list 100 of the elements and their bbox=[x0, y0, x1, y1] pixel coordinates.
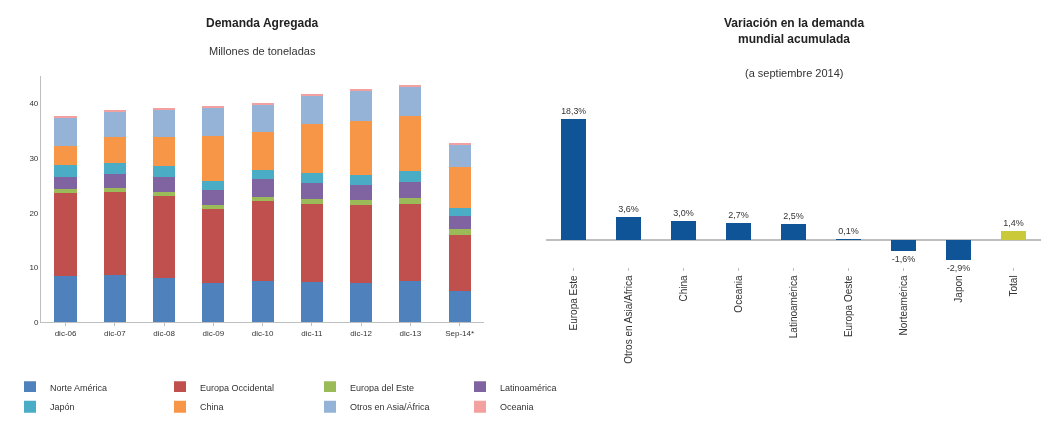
legend-label: Japón bbox=[50, 402, 75, 413]
bar bbox=[251, 103, 274, 106]
legend-label: Oceania bbox=[500, 402, 534, 413]
data-label: 3,0% bbox=[673, 207, 694, 218]
x-tick-label: dic-07 bbox=[103, 328, 127, 338]
bar bbox=[152, 196, 176, 279]
bar bbox=[350, 205, 373, 283]
bar bbox=[891, 240, 916, 251]
bar bbox=[202, 208, 225, 283]
bar bbox=[103, 187, 126, 192]
x-tick-label: Europa Oeste bbox=[842, 274, 854, 338]
bar bbox=[561, 119, 586, 241]
bar bbox=[54, 145, 77, 165]
bar bbox=[251, 169, 274, 180]
chart-subtitle: (a septiembre 2014) bbox=[745, 67, 844, 79]
legend-label: China bbox=[200, 402, 224, 413]
bar bbox=[152, 108, 176, 111]
x-tick-label: dic-12 bbox=[350, 328, 373, 338]
bar bbox=[152, 137, 176, 167]
bar bbox=[251, 105, 274, 132]
y-tick-label: 30 bbox=[29, 154, 39, 163]
bar bbox=[103, 191, 126, 275]
bar bbox=[399, 203, 422, 282]
bar bbox=[399, 281, 422, 322]
bar bbox=[671, 220, 696, 241]
bar bbox=[202, 107, 225, 136]
data-label: 1,4% bbox=[1003, 218, 1024, 229]
bar bbox=[300, 124, 323, 173]
bar bbox=[448, 207, 471, 217]
x-tick-label: Japon bbox=[952, 275, 964, 303]
bar bbox=[350, 174, 373, 185]
y-tick-label: 0 bbox=[33, 317, 39, 327]
bar bbox=[350, 282, 373, 322]
x-tick-label: Otros en Asia/Africa bbox=[622, 274, 634, 364]
bar bbox=[448, 229, 471, 235]
bar bbox=[448, 166, 471, 208]
bar bbox=[350, 90, 373, 121]
chart-title: Variación en la demanda mundial acumulada bbox=[724, 16, 865, 46]
bar bbox=[152, 278, 176, 322]
y-tick-label: 40 bbox=[29, 99, 39, 109]
bar bbox=[103, 111, 126, 138]
x-tick-label: dic-13 bbox=[399, 328, 422, 338]
bar bbox=[448, 291, 471, 322]
bar bbox=[448, 216, 471, 230]
bar bbox=[399, 115, 422, 171]
bar bbox=[54, 275, 77, 322]
bar bbox=[399, 86, 422, 116]
bar bbox=[399, 181, 422, 199]
bar bbox=[448, 145, 471, 167]
x-tick-label: Europa Este bbox=[567, 274, 579, 331]
bar bbox=[300, 203, 323, 283]
bar bbox=[251, 131, 274, 170]
bar bbox=[103, 274, 126, 322]
bar bbox=[103, 174, 126, 188]
bar bbox=[1001, 231, 1026, 241]
chart-subtitle: Millones de toneladas bbox=[209, 45, 316, 57]
x-tick-label: China bbox=[677, 274, 689, 302]
bar bbox=[448, 143, 471, 146]
data-label: 2,7% bbox=[728, 209, 749, 220]
x-tick-label: Total bbox=[1007, 275, 1019, 297]
bar bbox=[251, 196, 274, 201]
y-tick-label: 10 bbox=[29, 263, 39, 273]
bar bbox=[103, 110, 126, 113]
x-tick-label: dic-09 bbox=[202, 328, 225, 338]
bar bbox=[616, 216, 641, 241]
bar bbox=[350, 184, 373, 201]
bar bbox=[152, 110, 176, 138]
bar bbox=[300, 282, 323, 322]
legend-label: Europa del Este bbox=[350, 382, 415, 393]
bar bbox=[350, 200, 373, 206]
data-label: -1,6% bbox=[891, 253, 916, 264]
bar bbox=[202, 135, 225, 181]
bar bbox=[54, 164, 77, 177]
bar bbox=[251, 281, 274, 322]
bar bbox=[300, 183, 323, 200]
bar bbox=[781, 223, 806, 241]
x-tick-label: dic-11 bbox=[301, 328, 323, 338]
bar bbox=[103, 162, 126, 175]
bar bbox=[946, 240, 971, 260]
x-tick-label: Norteamérica bbox=[897, 274, 909, 336]
x-tick-label: dic-06 bbox=[54, 328, 77, 338]
bar bbox=[103, 137, 126, 163]
bar bbox=[300, 199, 323, 204]
bar bbox=[202, 204, 225, 209]
bar bbox=[54, 176, 77, 189]
data-label: 3,6% bbox=[618, 203, 639, 214]
bar bbox=[251, 179, 274, 197]
bar bbox=[54, 117, 77, 146]
data-label: 0,1% bbox=[838, 226, 859, 237]
bar bbox=[448, 234, 471, 292]
legend-label: Norte América bbox=[50, 382, 108, 393]
bar bbox=[350, 89, 373, 92]
x-tick-label: Oceania bbox=[732, 274, 744, 313]
bar bbox=[54, 116, 77, 119]
bar bbox=[54, 193, 77, 276]
data-label: 2,5% bbox=[783, 210, 804, 221]
bar bbox=[202, 190, 225, 205]
x-tick-label: dic-08 bbox=[153, 328, 176, 338]
bar bbox=[251, 200, 274, 282]
bar bbox=[54, 188, 77, 194]
